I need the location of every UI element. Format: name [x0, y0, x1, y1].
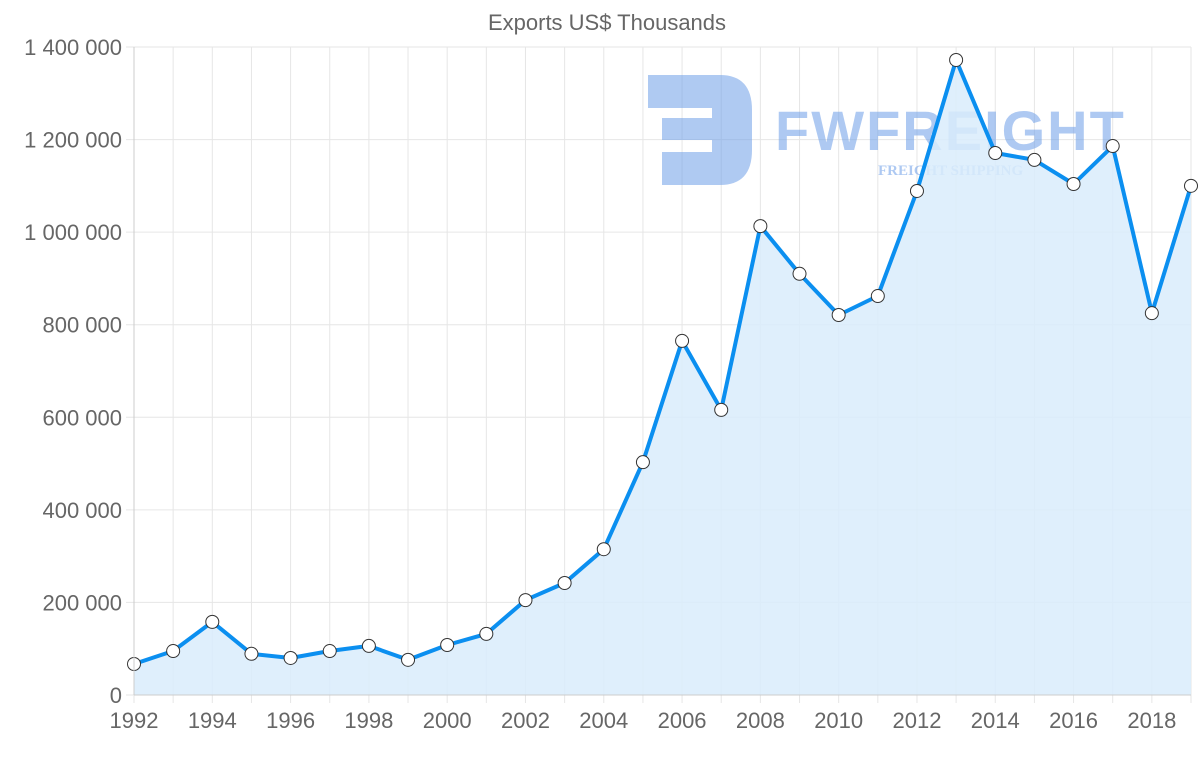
x-tick-label: 2004	[579, 708, 628, 733]
y-tick-label: 400 000	[42, 498, 122, 523]
data-point	[1144, 306, 1159, 321]
data-point	[1027, 152, 1042, 167]
data-point	[635, 455, 650, 470]
data-point	[792, 266, 807, 281]
axes: 0 200 000 400 000 600 000 800 000 1 000 000 1 …	[24, 35, 1191, 733]
data-point	[988, 145, 1003, 160]
x-tick-label: 2012	[892, 708, 941, 733]
data-point	[1105, 139, 1120, 154]
x-tick-label: 2010	[814, 708, 863, 733]
x-tick-label: 2018	[1127, 708, 1176, 733]
data-point	[1184, 178, 1198, 193]
x-tick-label: 1996	[266, 708, 315, 733]
x-tick-label: 2008	[736, 708, 785, 733]
x-tick-label: 2006	[658, 708, 707, 733]
data-point	[361, 638, 376, 653]
x-tick-label: 2014	[971, 708, 1020, 733]
fwfreight-watermark: FWFREIGHT FREIGHT SHIPPING	[648, 75, 1124, 185]
x-tick-label: 1998	[344, 708, 393, 733]
data-point	[1066, 177, 1081, 192]
data-point	[479, 626, 494, 641]
x-tick-label: 2016	[1049, 708, 1098, 733]
series	[127, 52, 1198, 695]
y-tick-label: 1 400 000	[24, 35, 122, 60]
fwfreight-logo-icon	[648, 75, 752, 185]
data-point	[675, 333, 690, 348]
data-point	[753, 219, 768, 234]
data-point	[831, 307, 846, 322]
data-point	[909, 183, 924, 198]
y-tick-label: 800 000	[42, 313, 122, 338]
data-point	[401, 652, 416, 667]
x-tick-label: 1994	[188, 708, 237, 733]
data-point	[440, 638, 455, 653]
data-point	[949, 52, 964, 67]
x-tick-label: 2000	[423, 708, 472, 733]
area-fill	[134, 60, 1191, 695]
x-tick-label: 1992	[110, 708, 159, 733]
y-tick-label: 200 000	[42, 590, 122, 615]
data-point	[714, 402, 729, 417]
y-tick-label: 0	[110, 683, 122, 708]
data-point	[166, 644, 181, 659]
chart-title: Exports US$ Thousands	[488, 10, 726, 35]
series-line	[133, 58, 1193, 666]
x-tick-label: 2002	[501, 708, 550, 733]
data-point	[322, 644, 337, 659]
y-tick-label: 1 200 000	[24, 128, 122, 153]
data-point	[518, 593, 533, 608]
data-point	[283, 650, 298, 665]
y-tick-label: 600 000	[42, 405, 122, 430]
data-point	[557, 575, 572, 590]
data-point	[244, 646, 259, 661]
y-tick-label: 1 000 000	[24, 220, 122, 245]
data-point	[596, 542, 611, 557]
data-point	[205, 614, 220, 629]
data-point	[870, 289, 885, 304]
